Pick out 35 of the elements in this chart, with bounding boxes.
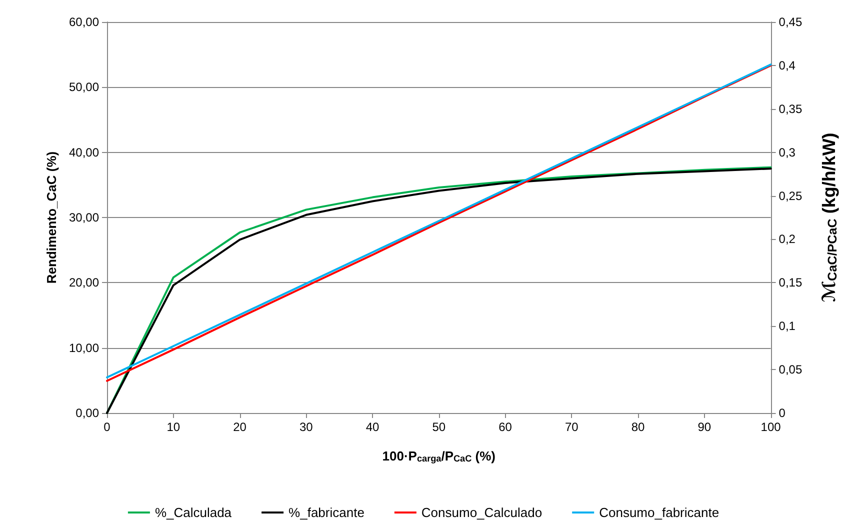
- y-tick-label: 60,00: [68, 15, 100, 29]
- x-tick-label: 0: [104, 420, 111, 434]
- x-tick-label: 60: [498, 420, 512, 434]
- x-tick-label: 50: [432, 420, 446, 434]
- x-tick-label: 100: [760, 420, 782, 434]
- x-tick-label: 90: [698, 420, 712, 434]
- y-tick-label: 50,00: [68, 80, 100, 94]
- y2-tick-label: 0,3: [778, 145, 796, 160]
- y-tick-label: 30,00: [68, 210, 100, 224]
- y-axis-title: Rendimento_CaC (%): [44, 151, 60, 284]
- y-tick-label: 20,00: [68, 276, 100, 290]
- y2-tick-label: 0,05: [778, 362, 802, 377]
- y2-tick-label: 0,35: [778, 102, 802, 116]
- x-tick-label: 30: [299, 420, 314, 434]
- y2-tick-label: 0,45: [778, 15, 802, 29]
- legend-label: %_Calculada: [154, 505, 232, 520]
- legend-label: %_fabricante: [288, 505, 364, 520]
- x-axis-title: 100·Pcarga/PCaC (%): [382, 448, 496, 464]
- legend-label: Consumo_fabricante: [599, 505, 720, 520]
- y2-tick-label: 0,2: [778, 232, 796, 246]
- y2-axis-title: ℳCaC/PCaC (kg/h/kW): [818, 132, 840, 302]
- x-tick-label: 40: [366, 420, 380, 434]
- x-tick-label: 70: [564, 420, 579, 434]
- x-tick-label: 20: [233, 420, 247, 434]
- y-tick-label: 40,00: [68, 145, 100, 160]
- y2-tick-label: 0,1: [778, 319, 796, 334]
- y-tick-label: 10,00: [68, 340, 100, 355]
- y2-tick-label: 0: [778, 406, 786, 420]
- y2-tick-label: 0,15: [778, 276, 802, 290]
- legend-label: Consumo_Calculado: [421, 505, 542, 520]
- y2-tick-label: 0,25: [778, 188, 802, 203]
- x-tick-label: 80: [631, 420, 646, 434]
- x-tick-label: 10: [166, 420, 180, 434]
- y2-tick-label: 0,4: [778, 58, 796, 72]
- y-tick-label: 0,00: [76, 406, 100, 420]
